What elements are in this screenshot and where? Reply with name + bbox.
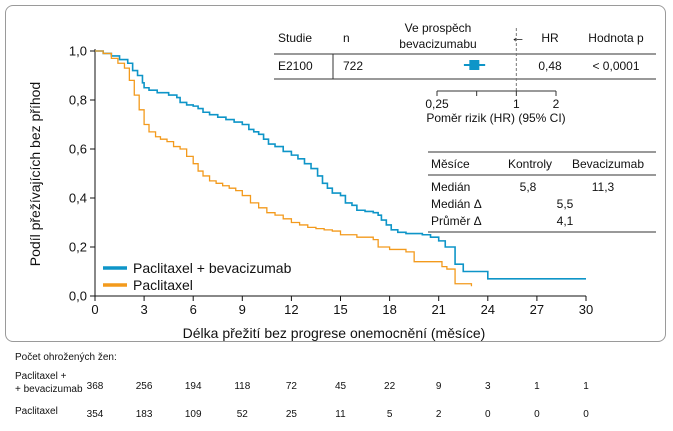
risk-count: 194 [185,381,202,392]
risk-count: 0 [485,409,491,420]
y-axis-title: Podíl přežívajících bez příhod [27,82,43,266]
median-table-cell: 5,8 [520,180,537,194]
forest-header-favor-line2: bevacizumabu [399,37,476,51]
forest-axis-tick-label: 0,25 [425,97,449,111]
km-curves [95,50,586,287]
risk-count: 109 [185,409,202,420]
risk-count: 3 [485,381,491,392]
risk-count: 183 [136,409,153,420]
forest-point-estimate [469,60,480,70]
x-axis-title: Délka přežití bez progrese onemocnění (m… [183,325,486,341]
x-tick-label: 6 [190,302,197,317]
risk-count: 118 [234,381,250,392]
risk-count: 11 [335,409,346,420]
risk-row-label: + bevacizumab [15,384,83,395]
forest-axis-tick-label: 1 [513,97,520,111]
forest-row-p: < 0,0001 [592,59,639,73]
x-tick-label: 9 [239,302,246,317]
legend-label: Paclitaxel [133,277,193,293]
forest-axis-tick-label: 2 [553,97,560,111]
x-tick-label: 30 [579,302,593,317]
y-tick-label: 1,0 [69,44,87,59]
series-line-paclitaxel-bevacizumab [95,50,586,280]
median-table-header: Bevacizumab [572,157,644,171]
forest-header-favor-line1: Ve prospěch [405,21,472,35]
axes: 0 3 6 9 12 15 18 21 24 27 300,00,20,40,60,81,0Délk… [27,44,593,342]
risk-count: 354 [87,409,104,420]
y-tick-label: 0,6 [69,142,87,157]
x-tick-label: 18 [382,302,396,317]
risk-table-title: Počet ohrožených žen: [15,352,117,363]
risk-count: 0 [583,409,589,420]
forest-axis-label: Poměr rizik (HR) (95% CI) [426,111,565,125]
median-table-row-label: Medián [431,180,470,194]
forest-header-study: Studie [278,31,312,45]
risk-count: 25 [286,409,298,420]
risk-count: 1 [583,381,589,392]
forest-header-hr: HR [541,31,559,45]
forest-header-n: n [343,31,350,45]
risk-table: Počet ohrožených žen: Paclitaxel + + bevac… [15,352,589,420]
median-table-row-label: Medián Δ [431,197,482,211]
x-tick-label: 3 [140,302,147,317]
risk-count: 256 [136,381,153,392]
risk-count: 52 [237,409,249,420]
median-table: Měsíce Kontroly Bevacizumab Medián 5,8 11,3 Me… [424,151,656,234]
forest-inset: Studie n Ve prospěch bevacizumabu ← HR Hodnota… [270,15,656,125]
risk-count: 2 [436,409,442,420]
risk-count: 9 [436,381,442,392]
median-table-row-label: Průměr Δ [431,214,482,228]
median-table-header: Kontroly [508,157,552,171]
risk-count: 368 [87,381,104,392]
forest-row-hr: 0,48 [538,59,562,73]
median-table-bg [424,152,656,234]
y-tick-label: 0,8 [69,93,87,108]
x-tick-label: 0 [91,302,98,317]
y-tick-label: 0,4 [69,191,87,206]
forest-arrow: ← [511,29,526,46]
median-table-cell: 11,3 [592,180,615,194]
x-tick-label: 27 [530,302,544,317]
risk-count: 0 [534,409,540,420]
risk-count: 5 [387,409,393,420]
x-tick-label: 12 [284,302,298,317]
risk-row-label: Paclitaxel [15,406,58,417]
x-tick-label: 21 [431,302,445,317]
forest-row-study: E2100 [278,59,313,73]
x-tick-label: 15 [333,302,347,317]
legend-label: Paclitaxel + bevacizumab [133,260,292,276]
y-tick-label: 0,2 [69,240,87,255]
series-line-paclitaxel [95,50,473,287]
forest-row-n: 722 [343,59,363,73]
risk-row-label: Paclitaxel + [15,371,67,382]
median-table-header: Měsíce [431,157,470,171]
y-tick-label: 0,0 [69,289,87,304]
risk-count: 1 [534,381,540,392]
median-table-cell: 4,1 [557,214,574,228]
risk-count: 22 [384,381,396,392]
median-table-cell: 5,5 [557,197,574,211]
risk-count: 72 [286,381,298,392]
forest-bg [270,15,656,81]
forest-header-p: Hodnota p [588,31,644,45]
risk-count: 45 [335,381,347,392]
chart-frame [5,5,666,342]
x-tick-label: 24 [481,302,495,317]
